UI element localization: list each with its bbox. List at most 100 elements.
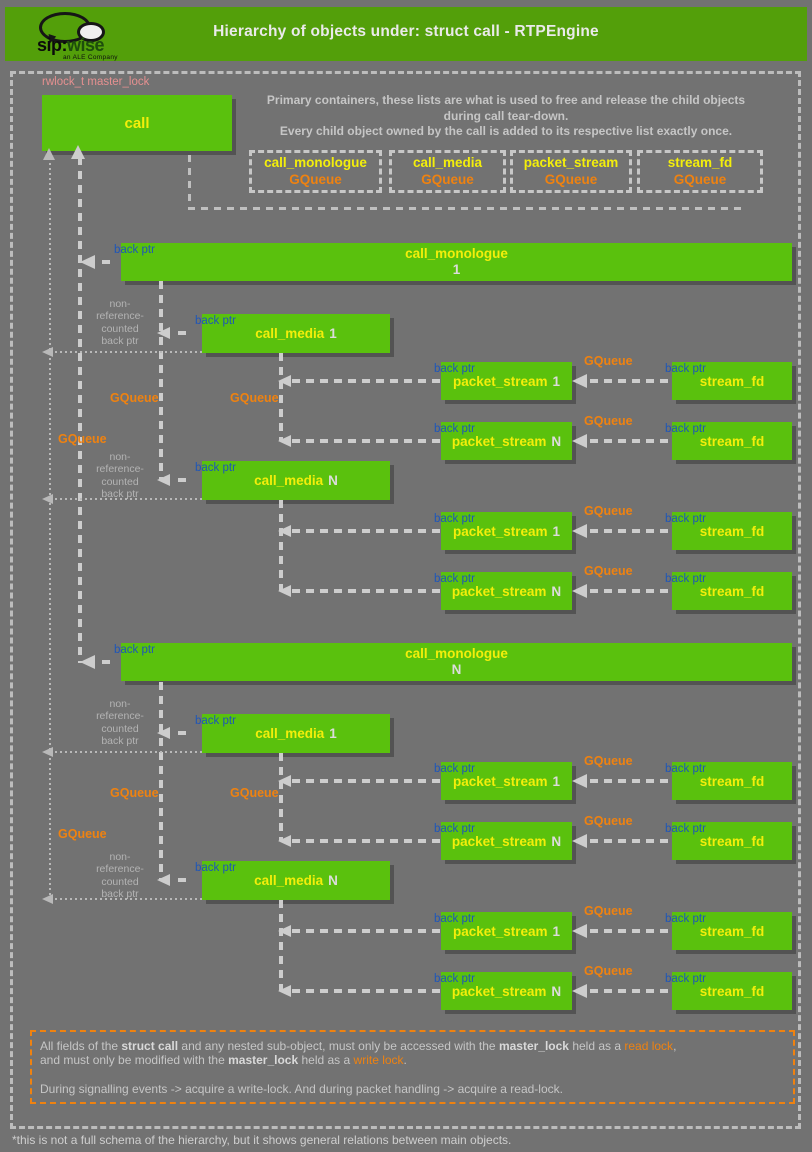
node-index: N: [451, 662, 462, 677]
node-title: call_media: [255, 326, 325, 341]
arrowhead-icon: [42, 894, 53, 904]
sipwise-logo: sip:wise an ALE Company: [31, 9, 151, 61]
note-line: [40, 1068, 785, 1082]
arrowhead-icon: [43, 148, 55, 160]
dashed-connector-line: [590, 529, 672, 533]
dashed-connector-line: [78, 157, 82, 663]
arrowhead-icon: [157, 474, 170, 486]
arrowhead-icon: [278, 585, 291, 597]
node-title: stream_fd: [699, 833, 765, 849]
gqueue-label: GQueue: [584, 354, 633, 368]
back-ptr-label: back ptr: [434, 763, 475, 775]
dashed-connector-line: [188, 207, 744, 210]
arrowhead-icon: [278, 375, 291, 387]
node-title: stream_fd: [699, 433, 765, 449]
node-stream-fd-4a: back ptr stream_fd: [665, 572, 792, 610]
dashed-connector-line: [292, 989, 442, 993]
app-header: sip:wise an ALE Company Hierarchy of obj…: [5, 7, 807, 61]
node-index: N: [328, 873, 338, 888]
container-title: call_monologue: [264, 154, 367, 170]
node-index: N: [551, 583, 562, 599]
node-call: call: [42, 95, 232, 151]
non-ref-backptr-label: non- reference- counted back ptr: [96, 451, 144, 501]
back-ptr-label: back ptr: [114, 244, 155, 256]
logo-text-sip: sip:: [37, 35, 68, 55]
back-ptr-label: back ptr: [195, 715, 236, 727]
node-index: 1: [452, 262, 461, 277]
node-title: packet_stream: [451, 983, 547, 999]
gqueue-label: GQueue: [584, 754, 633, 768]
dashed-connector-line: [102, 660, 115, 664]
speech-bubble-small-icon: [77, 22, 105, 42]
intro-line-2: during call tear-down.: [443, 108, 569, 123]
node-index: N: [551, 433, 562, 449]
note-segment: ,: [673, 1039, 677, 1053]
node-title: packet_stream: [452, 373, 548, 389]
node-packet-stream-3b: back ptr packet_stream 1: [434, 912, 572, 950]
container-box: stream_fd GQueue: [637, 150, 763, 193]
back-ptr-label: back ptr: [665, 513, 706, 525]
container-box: packet_stream GQueue: [510, 150, 632, 193]
node-stream-fd-1a: back ptr stream_fd: [665, 362, 792, 400]
dotted-connector-line: [50, 351, 202, 353]
node-title: call_monologue: [405, 246, 508, 261]
intro-line-3: Every child object owned by the call is …: [279, 124, 733, 139]
back-ptr-label: back ptr: [665, 973, 706, 985]
intro-text: Primary containers, these lists are what…: [240, 93, 772, 140]
arrowhead-icon: [42, 747, 53, 757]
back-ptr-label: back ptr: [195, 462, 236, 474]
note-line: During signalling events -> acquire a wr…: [40, 1082, 785, 1096]
arrowhead-icon: [572, 924, 587, 938]
gqueue-label: GQueue: [110, 786, 159, 800]
node-stream-fd-3a: back ptr stream_fd: [665, 512, 792, 550]
node-title: stream_fd: [699, 923, 765, 939]
arrowhead-icon: [572, 524, 587, 538]
note-segment: struct call: [121, 1039, 179, 1053]
arrowhead-icon: [572, 374, 587, 388]
container-type: GQueue: [289, 171, 342, 187]
gqueue-label: GQueue: [584, 964, 633, 978]
node-packet-stream-2a: back ptr packet_stream N: [434, 422, 572, 460]
dashed-connector-line: [590, 379, 672, 383]
back-ptr-label: back ptr: [665, 763, 706, 775]
dashed-connector-line: [590, 589, 672, 593]
arrowhead-icon: [278, 775, 291, 787]
note-segment: .: [403, 1053, 407, 1068]
node-title: stream_fd: [699, 523, 765, 539]
node-index: 1: [552, 373, 561, 389]
dashed-connector-line: [590, 779, 672, 783]
back-ptr-label: back ptr: [434, 973, 475, 985]
node-title: stream_fd: [699, 983, 765, 999]
container-title: stream_fd: [667, 154, 733, 170]
node-packet-stream-4b: back ptr packet_stream N: [434, 972, 572, 1010]
back-ptr-label: back ptr: [434, 513, 475, 525]
gqueue-label: GQueue: [584, 814, 633, 828]
node-call-media-1a: back ptr call_media 1: [195, 314, 390, 353]
arrowhead-icon: [278, 835, 291, 847]
node-index: N: [551, 833, 562, 849]
note-box: All fields of the struct call and any ne…: [30, 1030, 795, 1104]
dashed-connector-line: [590, 989, 672, 993]
dashed-connector-line: [590, 439, 672, 443]
dashed-connector-line: [279, 500, 283, 591]
dashed-connector-line: [279, 353, 283, 441]
arrowhead-icon: [572, 834, 587, 848]
arrowhead-icon: [80, 655, 95, 669]
node-index: 1: [552, 773, 561, 789]
dashed-connector-line: [102, 260, 115, 264]
gqueue-label: GQueue: [584, 504, 633, 518]
dashed-connector-line: [292, 589, 442, 593]
dashed-connector-line: [292, 779, 442, 783]
back-ptr-label: back ptr: [434, 913, 475, 925]
dashed-connector-line: [279, 753, 283, 841]
back-ptr-label: back ptr: [665, 423, 706, 435]
arrowhead-icon: [157, 727, 170, 739]
gqueue-label: GQueue: [230, 391, 279, 405]
note-line: All fields of the struct call and any ne…: [40, 1039, 785, 1053]
gqueue-label: GQueue: [230, 786, 279, 800]
footnote-text: *this is not a full schema of the hierar…: [12, 1133, 512, 1147]
container-box: call_monologue GQueue: [249, 150, 382, 193]
arrowhead-icon: [572, 584, 587, 598]
node-title: packet_stream: [451, 833, 547, 849]
node-index: 1: [552, 523, 561, 539]
